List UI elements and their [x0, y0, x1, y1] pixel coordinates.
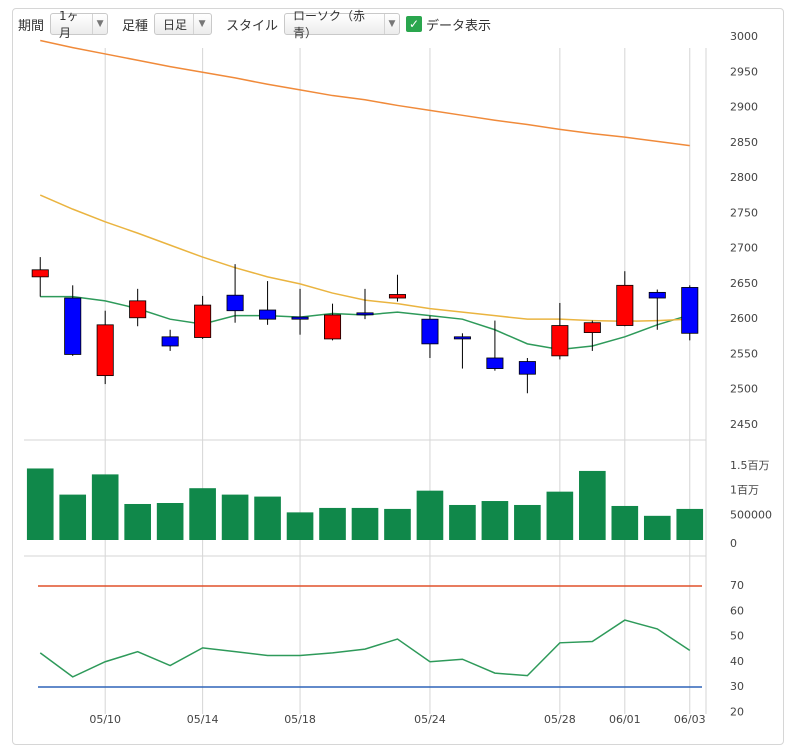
volume-tick-label: 1.5百万	[730, 459, 770, 472]
period-label: 期間	[18, 18, 45, 34]
volume-bar	[91, 474, 119, 540]
rsi-line	[39, 619, 691, 678]
rsi-tick-label: 20	[730, 705, 744, 718]
data-display-label: データ表示	[426, 18, 492, 34]
period-select[interactable]: 1ヶ月 ▼	[50, 9, 109, 40]
candle-down	[64, 297, 82, 355]
bar-type-value: 日足	[163, 17, 188, 32]
rsi-tick-label: 70	[730, 579, 744, 592]
price-tick-label: 2500	[730, 383, 758, 396]
candle-down	[486, 357, 504, 369]
rsi-tick-label: 30	[730, 680, 744, 693]
volume-bar	[124, 503, 151, 540]
candle-up	[583, 322, 601, 333]
candle-down	[648, 291, 666, 299]
volume-bar	[59, 494, 87, 540]
candle-down	[226, 294, 244, 312]
volume-bar	[611, 505, 639, 540]
period-value: 1ヶ月	[59, 9, 79, 40]
candle-up	[551, 325, 569, 357]
x-tick-label: 06/01	[609, 713, 641, 726]
volume-tick-label: 0	[730, 537, 737, 550]
style-label: スタイル	[226, 18, 279, 34]
price-tick-label: 2700	[730, 242, 758, 255]
volume-bar	[514, 504, 541, 540]
volume-bar	[286, 512, 314, 540]
candle-up	[96, 324, 114, 377]
volume-bar	[643, 515, 671, 540]
volume-bar	[221, 494, 249, 540]
rsi-tick-label: 60	[730, 604, 744, 617]
volume-bar	[579, 470, 606, 540]
candle-up	[129, 300, 147, 319]
candle-up	[324, 314, 342, 340]
bar-type-select[interactable]: 日足 ▼	[154, 13, 213, 35]
price-tick-label: 2600	[730, 312, 758, 325]
candle-down	[161, 336, 179, 347]
candle-down	[681, 287, 699, 334]
volume-bar	[546, 491, 574, 540]
volume-bar	[189, 488, 216, 540]
volume-bar	[351, 507, 379, 540]
candle-down	[291, 316, 309, 320]
price-tick-label: 2850	[730, 136, 758, 149]
x-tick-label: 05/28	[544, 713, 576, 726]
volume-bar	[416, 490, 444, 540]
price-tick-label: 2900	[730, 101, 758, 114]
rsi-tick-label: 40	[730, 655, 744, 668]
chevron-down-icon: ▼	[383, 14, 399, 34]
rsi-tick-label: 50	[730, 630, 744, 643]
price-tick-label: 2800	[730, 171, 758, 184]
x-tick-label: 05/14	[187, 713, 219, 726]
candle-down	[356, 312, 374, 316]
volume-bar	[676, 508, 704, 540]
x-tick-label: 05/18	[284, 713, 316, 726]
volume-bar	[254, 496, 281, 540]
candle-up	[31, 269, 49, 278]
x-tick-label: 05/10	[89, 713, 121, 726]
volume-tick-label: 500000	[730, 508, 772, 521]
x-tick-label: 05/24	[414, 713, 446, 726]
bar-type-label: 足種	[122, 18, 149, 34]
x-tick-label: 06/03	[674, 713, 706, 726]
style-select[interactable]: ローソク（赤青） ▼	[284, 9, 401, 40]
candle-down	[453, 336, 471, 340]
price-tick-label: 2650	[730, 277, 758, 290]
toolbar: 期間 1ヶ月 ▼ 足種 日足 ▼ スタイル ローソク（赤青） ▼ ✓ データ表示	[12, 8, 782, 40]
candle-up	[194, 304, 212, 338]
volume-bar	[449, 504, 476, 540]
ma-long-line	[40, 39, 690, 147]
chevron-down-icon: ▼	[193, 14, 210, 34]
data-display-checkbox[interactable]: ✓	[406, 16, 423, 32]
candle-down	[518, 361, 536, 375]
price-tick-label: 2450	[730, 418, 758, 431]
price-tick-label: 2550	[730, 347, 758, 360]
candle-up	[616, 284, 634, 326]
volume-bar	[319, 507, 346, 540]
volume-tick-label: 1百万	[730, 484, 759, 497]
candle-up	[388, 294, 406, 299]
price-tick-label: 2950	[730, 65, 758, 78]
price-tick-label: 2750	[730, 206, 758, 219]
price-tick-label: 3000	[730, 30, 758, 43]
chart-panel	[12, 8, 784, 745]
volume-bar	[156, 503, 184, 540]
volume-bar	[26, 468, 54, 540]
volume-bar	[384, 508, 411, 540]
style-value: ローソク（赤青）	[293, 9, 366, 40]
candle-down	[421, 318, 439, 345]
volume-bar	[481, 501, 509, 540]
chevron-down-icon: ▼	[92, 14, 107, 34]
candle-down	[259, 309, 277, 320]
